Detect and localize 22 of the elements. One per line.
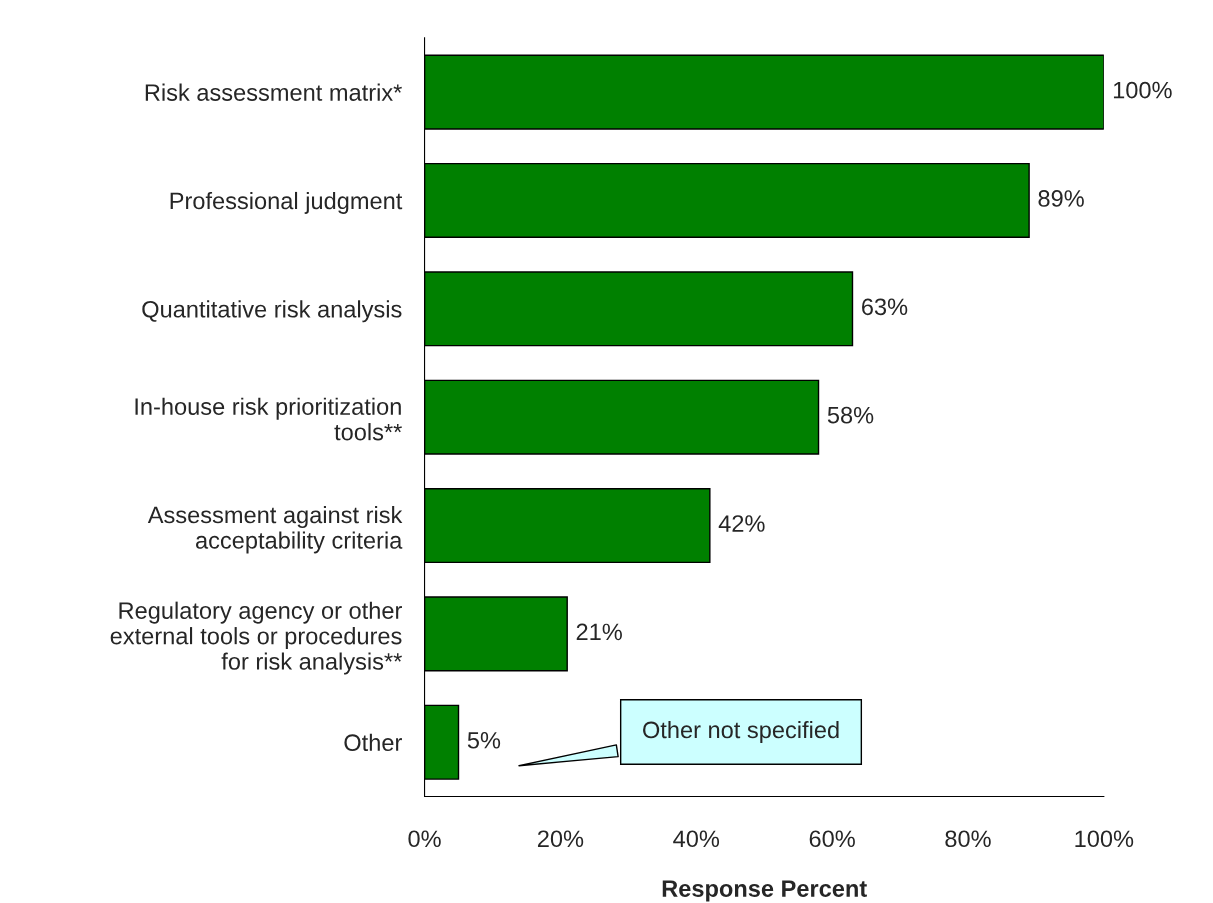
y-tick-label: Other: [344, 733, 402, 752]
annotation: Other not specified: [643, 720, 839, 743]
x-tick-label: 20%: [537, 830, 584, 848]
data-label: 58%: [827, 406, 874, 424]
x-tick-label: 80%: [945, 830, 991, 848]
data-label: 89%: [1038, 190, 1084, 207]
x-tick-label: 100%: [1075, 830, 1134, 848]
x-tick-label: 60%: [809, 830, 855, 848]
y-tick-label: In-house risk prioritization tools**: [135, 397, 402, 441]
data-label: 21%: [576, 623, 622, 641]
y-tick-label: Regulatory agency or other external tools or procedures for risk analysis**: [110, 601, 402, 675]
x-tick-label: 0%: [408, 830, 441, 848]
x-tick-label: 40%: [673, 830, 720, 848]
y-tick-label: Assessment against risk acceptability criteria: [147, 505, 403, 554]
data-label: 63%: [862, 298, 908, 316]
y-tick-label: Quantitative risk analysis: [142, 300, 402, 323]
x-axis-title: Response Percent: [662, 880, 867, 902]
data-label: 100%: [1113, 81, 1172, 99]
y-tick-label: Risk assessment matrix*: [145, 83, 402, 101]
y-tick-label: Professional judgment: [170, 191, 403, 214]
data-label: 5%: [467, 731, 501, 749]
data-label: 42%: [718, 515, 765, 532]
